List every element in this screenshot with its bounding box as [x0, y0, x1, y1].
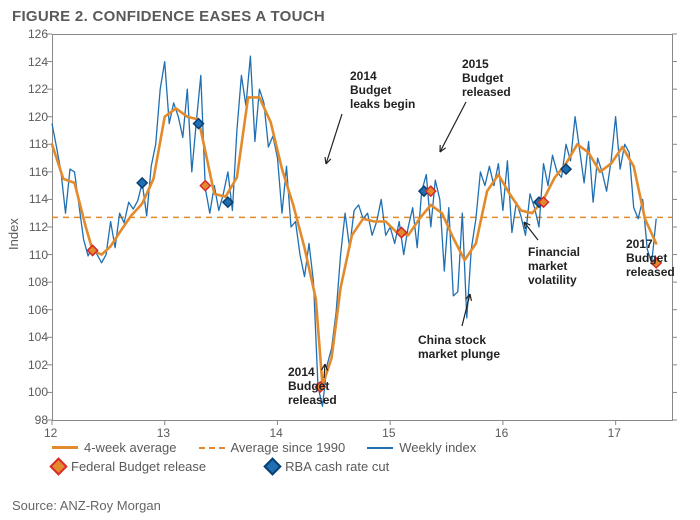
xtick-label: 16	[495, 426, 508, 440]
annotation: Financialmarketvolatility	[528, 246, 580, 287]
xtick-label: 13	[157, 426, 170, 440]
xtick-label: 17	[608, 426, 621, 440]
plot-right-border	[672, 34, 673, 420]
legend: 4-week average Average since 1990 Weekly…	[52, 440, 476, 478]
ytick-label: 122	[22, 82, 48, 96]
ytick-label: 102	[22, 358, 48, 372]
ytick-label: 108	[22, 275, 48, 289]
source-text: Source: ANZ-Roy Morgan	[12, 498, 161, 513]
ytick-label: 112	[22, 220, 48, 234]
legend-weekly: Weekly index	[367, 440, 476, 455]
ytick-label: 124	[22, 55, 48, 69]
xtick-label: 15	[382, 426, 395, 440]
xtick-label: 14	[269, 426, 282, 440]
xtick-label: 12	[44, 426, 57, 440]
chart-container: FIGURE 2. CONFIDENCE EASES A TOUCH Index…	[0, 0, 700, 520]
ytick-label: 110	[22, 248, 48, 262]
plot-top-border	[52, 34, 672, 35]
ytick-label: 116	[22, 165, 48, 179]
y-axis-label: Index	[6, 218, 21, 250]
annotation: 2014Budgetleaks begin	[350, 70, 415, 111]
legend-avg1990: Average since 1990	[199, 440, 346, 455]
legend-4week: 4-week average	[52, 440, 177, 455]
annotation: 2014Budgetreleased	[288, 366, 337, 407]
ytick-label: 98	[22, 413, 48, 427]
legend-label: 4-week average	[84, 440, 177, 455]
annotation: 2017Budgetreleased	[626, 238, 675, 279]
ytick-label: 114	[22, 192, 48, 206]
legend-budget: Federal Budget release	[52, 459, 206, 474]
legend-label: Average since 1990	[231, 440, 346, 455]
legend-label: RBA cash rate cut	[285, 459, 389, 474]
ytick-label: 120	[22, 110, 48, 124]
legend-label: Weekly index	[399, 440, 476, 455]
ytick-label: 118	[22, 137, 48, 151]
legend-rba: RBA cash rate cut	[266, 459, 389, 474]
ytick-label: 104	[22, 330, 48, 344]
ytick-label: 126	[22, 27, 48, 41]
ytick-label: 100	[22, 385, 48, 399]
ytick-label: 106	[22, 303, 48, 317]
annotation: 2015Budgetreleased	[462, 58, 511, 99]
legend-label: Federal Budget release	[71, 459, 206, 474]
figure-title: FIGURE 2. CONFIDENCE EASES A TOUCH	[12, 8, 325, 25]
annotation: China stockmarket plunge	[418, 334, 500, 362]
